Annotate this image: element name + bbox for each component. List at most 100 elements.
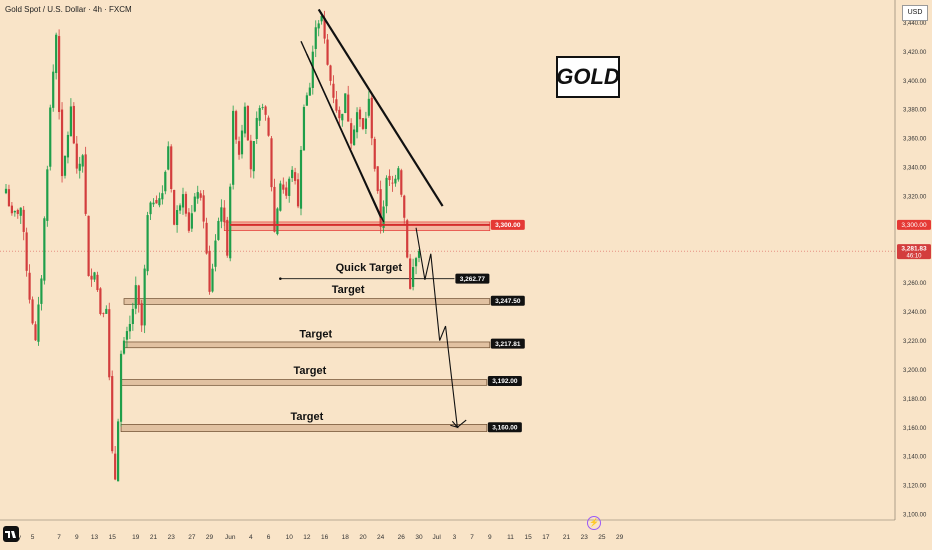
candle-body: [391, 182, 394, 184]
zone-price-tag: [455, 273, 490, 284]
target-annotation: Target: [290, 411, 323, 423]
x-tick-label: 5: [31, 534, 35, 541]
candle-body: [373, 138, 376, 169]
candle-body: [361, 118, 365, 129]
x-tick-label: 7: [57, 534, 61, 541]
candle-body: [84, 154, 87, 214]
target-annotation: Target: [332, 284, 365, 296]
candle-body: [341, 113, 344, 121]
x-tick-label: 10: [286, 534, 294, 541]
candle-body: [240, 130, 244, 155]
horizontal-zones: 3,300.00 3,262.77 3,247.50 3,217.81 3,192.00…: [0, 219, 895, 433]
candle-body: [87, 215, 90, 276]
y-tick-label: 3,220.00: [903, 339, 927, 345]
candle-body: [111, 376, 114, 452]
price-zone: [120, 379, 488, 386]
candle-body: [261, 107, 264, 108]
candle-body: [414, 258, 418, 267]
candle-body: [81, 155, 84, 167]
candle-body: [406, 220, 409, 258]
y-tick-label: 3,180.00: [903, 397, 927, 403]
zone-price-label: 3,160.00: [492, 424, 518, 431]
lightning-icon[interactable]: ⚡: [587, 516, 601, 530]
candle-body: [338, 109, 341, 119]
candle-body: [69, 106, 72, 137]
candle-body: [28, 272, 31, 300]
candle-body: [229, 186, 232, 259]
candle-body: [208, 250, 211, 292]
currency-button[interactable]: USD: [902, 5, 928, 21]
candle-body: [149, 202, 152, 215]
x-tick-label: 15: [109, 534, 117, 541]
candle-body: [96, 274, 99, 291]
candle-body: [13, 211, 16, 213]
candle-body: [152, 202, 155, 205]
price-zone: [123, 298, 491, 305]
candle-body: [400, 170, 403, 195]
candle-body: [75, 143, 78, 169]
channel-line-inner: [306, 53, 385, 223]
projection-path: [415, 227, 467, 429]
zone-price-tag: [490, 295, 525, 306]
candle-body: [335, 99, 338, 111]
x-tick-label: 24: [377, 534, 385, 541]
candle-body: [34, 324, 37, 341]
candle-body: [78, 163, 81, 171]
candle-body: [370, 97, 373, 139]
price-zone: [120, 424, 488, 432]
candle-body: [143, 268, 146, 326]
candle-body: [140, 303, 143, 326]
candle-body: [394, 178, 397, 184]
candle-body: [355, 112, 359, 133]
axis-3300-tag: [897, 219, 931, 230]
candle-body: [170, 146, 173, 189]
x-tick-label: Jul: [433, 534, 442, 541]
candle-body: [190, 213, 193, 229]
candle-body: [320, 15, 323, 22]
x-tick-label: 21: [150, 534, 158, 541]
candle-body: [119, 353, 123, 422]
x-tick-label: 30: [415, 534, 423, 541]
zone-price-label: 3,192.00: [492, 378, 518, 385]
y-tick-label: 3,160.00: [903, 426, 927, 432]
candle-body: [326, 39, 329, 65]
candle-body: [93, 272, 96, 280]
candle-body: [403, 195, 406, 218]
x-tick-label: 25: [598, 534, 606, 541]
tradingview-logo-icon[interactable]: [3, 526, 19, 542]
candle-body: [397, 168, 400, 180]
candle-body: [4, 188, 8, 194]
candle-body: [323, 17, 326, 39]
candle-body: [90, 275, 93, 280]
x-tick-label: 23: [168, 534, 176, 541]
price-zone: [223, 221, 491, 231]
candle-body: [108, 309, 111, 378]
candle-body: [376, 166, 379, 192]
candle-body: [308, 87, 311, 96]
candle-body: [137, 285, 140, 305]
candle-body: [46, 169, 49, 221]
x-tick-label: 16: [321, 534, 329, 541]
x-tick-label: 9: [75, 534, 79, 541]
candle-body: [43, 218, 46, 281]
candle-body: [181, 194, 185, 208]
y-tick-label: 3,420.00: [903, 50, 927, 56]
candle-body: [161, 193, 164, 200]
candle-body: [302, 106, 306, 151]
candle-body: [243, 106, 247, 134]
candle-body: [199, 193, 202, 198]
target-annotation: Quick Target: [336, 262, 403, 274]
candle-body: [25, 232, 28, 271]
candle-body: [364, 118, 367, 129]
candle-body: [252, 141, 255, 172]
candle-body: [273, 186, 276, 232]
candle-body: [40, 278, 43, 304]
candle-body: [117, 421, 120, 482]
candle-body: [60, 109, 64, 177]
candle-body: [134, 285, 137, 309]
annotations: Quick Target Target Target Target Target: [290, 262, 402, 423]
zone-price-tag: [487, 375, 522, 386]
candle-body: [249, 140, 252, 170]
